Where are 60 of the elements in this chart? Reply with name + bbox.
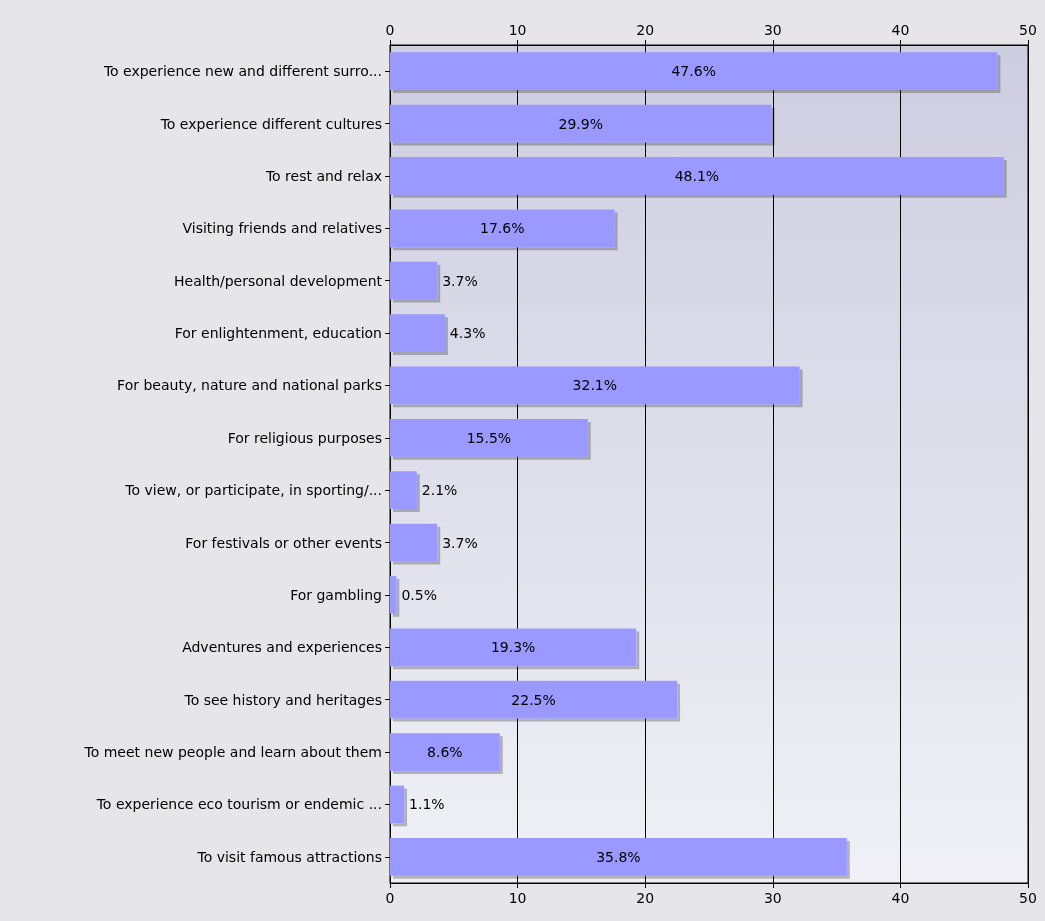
y-tick-label: For gambling [290,586,382,603]
data-label: 2.1% [421,482,458,499]
y-tick-label: To experience eco tourism or endemic ... [95,796,382,813]
bar [390,785,405,824]
bar [390,680,678,719]
y-tick-label: To experience different cultures [159,115,382,132]
y-tick-label: For beauty, nature and national parks [117,377,382,394]
y-tick-label: To experience new and different surro... [102,63,382,80]
x2-tick-label: 0 [385,22,395,38]
data-label: 4.3% [449,325,486,342]
bar [390,576,397,614]
y-tick-label: For festivals or other events [185,534,382,551]
data-label: 29.9% [558,115,603,132]
bar [390,837,847,876]
x-tick-label: 0 [385,890,395,906]
y-tick-label: To see history and heritages [183,691,382,708]
data-label: 47.6% [671,63,716,80]
bar [390,733,500,771]
bar [390,209,615,248]
y-tick-label: For enlightenment, education [174,325,382,342]
x-tick-label: 10 [508,890,527,906]
y-tick-label: Health/personal development [174,272,383,289]
data-label: 22.5% [511,691,556,708]
x-tick-label: 40 [891,890,910,906]
bar [390,314,445,352]
y-tick-label: Visiting friends and relatives [182,220,382,237]
data-label: 35.8% [596,848,641,865]
y-tick-label: For religious purposes [227,429,382,446]
bar [390,52,998,91]
data-label: 0.5% [401,586,437,603]
y-tick-label: To visit famous attractions [196,848,382,865]
bar [390,366,800,405]
x2-tick-label: 20 [636,22,655,38]
x2-tick-label: 10 [508,22,527,38]
data-label: 1.1% [409,796,445,813]
y-tick-label: To rest and relax [264,167,382,184]
bar [390,523,438,562]
bar [390,471,417,510]
x-tick-label: 20 [636,890,655,906]
data-label: 19.3% [490,639,536,656]
y-tick-label: To view, or participate, in sporting/... [124,482,382,499]
x2-tick-label: 30 [763,22,782,38]
x-tick-label: 30 [763,890,782,906]
x2-tick-label: 50 [1019,22,1037,38]
bar [390,104,772,143]
bar [390,628,637,667]
data-label: 15.5% [466,429,512,446]
data-label: 48.1% [674,167,720,184]
data-label: 17.6% [480,220,525,237]
bar [390,157,1004,195]
data-label: 32.1% [572,377,618,394]
data-label: 8.6% [427,744,463,761]
data-label: 3.7% [442,534,478,551]
x2-tick-label: 40 [891,22,910,38]
bar [390,418,588,457]
x-tick-label: 50 [1019,890,1037,906]
y-tick-label: To meet new people and learn about them [83,744,382,761]
data-label: 3.7% [442,272,478,289]
y-tick-label: Adventures and experiences [182,639,382,656]
bar [390,261,438,300]
